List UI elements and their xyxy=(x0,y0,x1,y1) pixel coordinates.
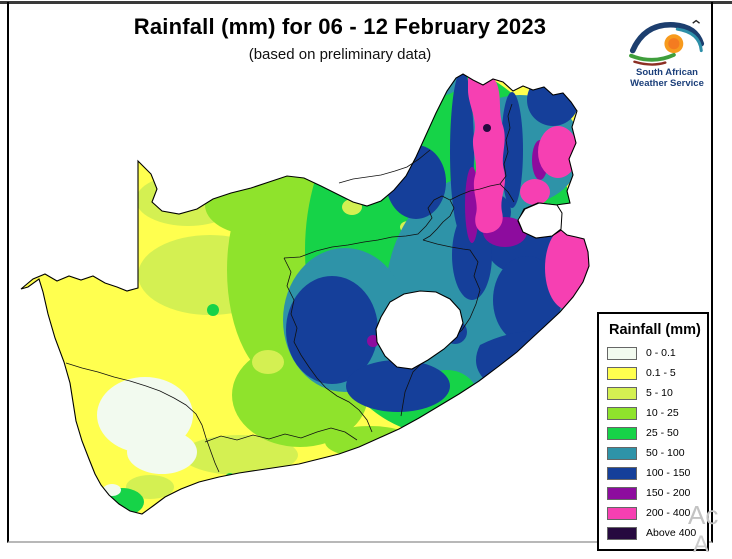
legend-swatch xyxy=(607,506,637,520)
legend-label: 10 - 25 xyxy=(646,407,679,419)
rain-region-above-400 xyxy=(483,124,491,132)
legend-label: 25 - 50 xyxy=(646,427,679,439)
logo-arc-red xyxy=(633,60,667,66)
saws-logo-line1: South African xyxy=(636,67,698,78)
legend-swatch xyxy=(607,486,637,500)
legend-item: 0.1 - 5 xyxy=(607,366,701,380)
rain-region-0-0.1 xyxy=(97,377,197,496)
logo-arc-blue xyxy=(629,22,705,54)
legend-item: 50 - 100 xyxy=(607,446,701,460)
south-africa-outline xyxy=(20,73,590,515)
title-block: Rainfall (mm) for 06 - 12 February 2023 … xyxy=(40,14,640,63)
legend-swatch xyxy=(607,386,637,400)
legend-item: 0 - 0.1 xyxy=(607,346,701,360)
logo-sun-core xyxy=(668,38,680,50)
legend-swatch xyxy=(607,406,637,420)
map-frame-border xyxy=(7,2,713,543)
logo-arc-green xyxy=(629,52,676,62)
saws-logo-text: South African Weather Service xyxy=(618,67,716,89)
legend-swatch xyxy=(607,346,637,360)
saws-logo: South African Weather Service xyxy=(618,18,716,92)
lesotho-area xyxy=(375,290,464,370)
legend-item: 25 - 50 xyxy=(607,426,701,440)
legend-swatch xyxy=(607,366,637,380)
watermark-fragment-2: A xyxy=(693,531,710,558)
page-title: Rainfall (mm) for 06 - 12 February 2023 xyxy=(133,14,547,39)
watermark-fragment-1: Ac xyxy=(688,500,719,530)
logo-bird-icon xyxy=(692,19,700,24)
legend-label: 100 - 150 xyxy=(646,467,691,479)
saws-logo-line2: Weather Service xyxy=(630,78,704,89)
legend-label: 0.1 - 5 xyxy=(646,367,676,379)
legend-item: 10 - 25 xyxy=(607,406,701,420)
map-legend: Rainfall (mm) 0 - 0.1 0.1 - 5 5 - 10 10 … xyxy=(597,312,709,551)
legend-label: 0 - 0.1 xyxy=(646,347,676,359)
legend-label: 150 - 200 xyxy=(646,487,691,499)
legend-item: 150 - 200 xyxy=(607,486,701,500)
province-borders xyxy=(65,103,515,473)
legend-item: 5 - 10 xyxy=(607,386,701,400)
legend-swatch xyxy=(607,426,637,440)
logo-arc-teal xyxy=(675,27,703,53)
eswatini-area xyxy=(517,202,563,239)
legend-item: 200 - 400 xyxy=(607,506,701,520)
legend-title: Rainfall (mm) xyxy=(609,322,701,338)
legend-label: Above 400 xyxy=(646,527,697,539)
page-subtitle: (based on preliminary data) xyxy=(248,46,432,63)
legend-swatch xyxy=(607,466,637,480)
legend-swatch xyxy=(607,526,637,540)
legend-label: 50 - 100 xyxy=(646,447,685,459)
legend-swatch xyxy=(607,446,637,460)
legend-label: 5 - 10 xyxy=(646,387,673,399)
legend-label: 200 - 400 xyxy=(646,507,691,519)
saws-logo-icon xyxy=(629,19,705,66)
window-top-edge xyxy=(0,1,732,4)
legend-item: 100 - 150 xyxy=(607,466,701,480)
legend-item: Above 400 xyxy=(607,526,701,540)
